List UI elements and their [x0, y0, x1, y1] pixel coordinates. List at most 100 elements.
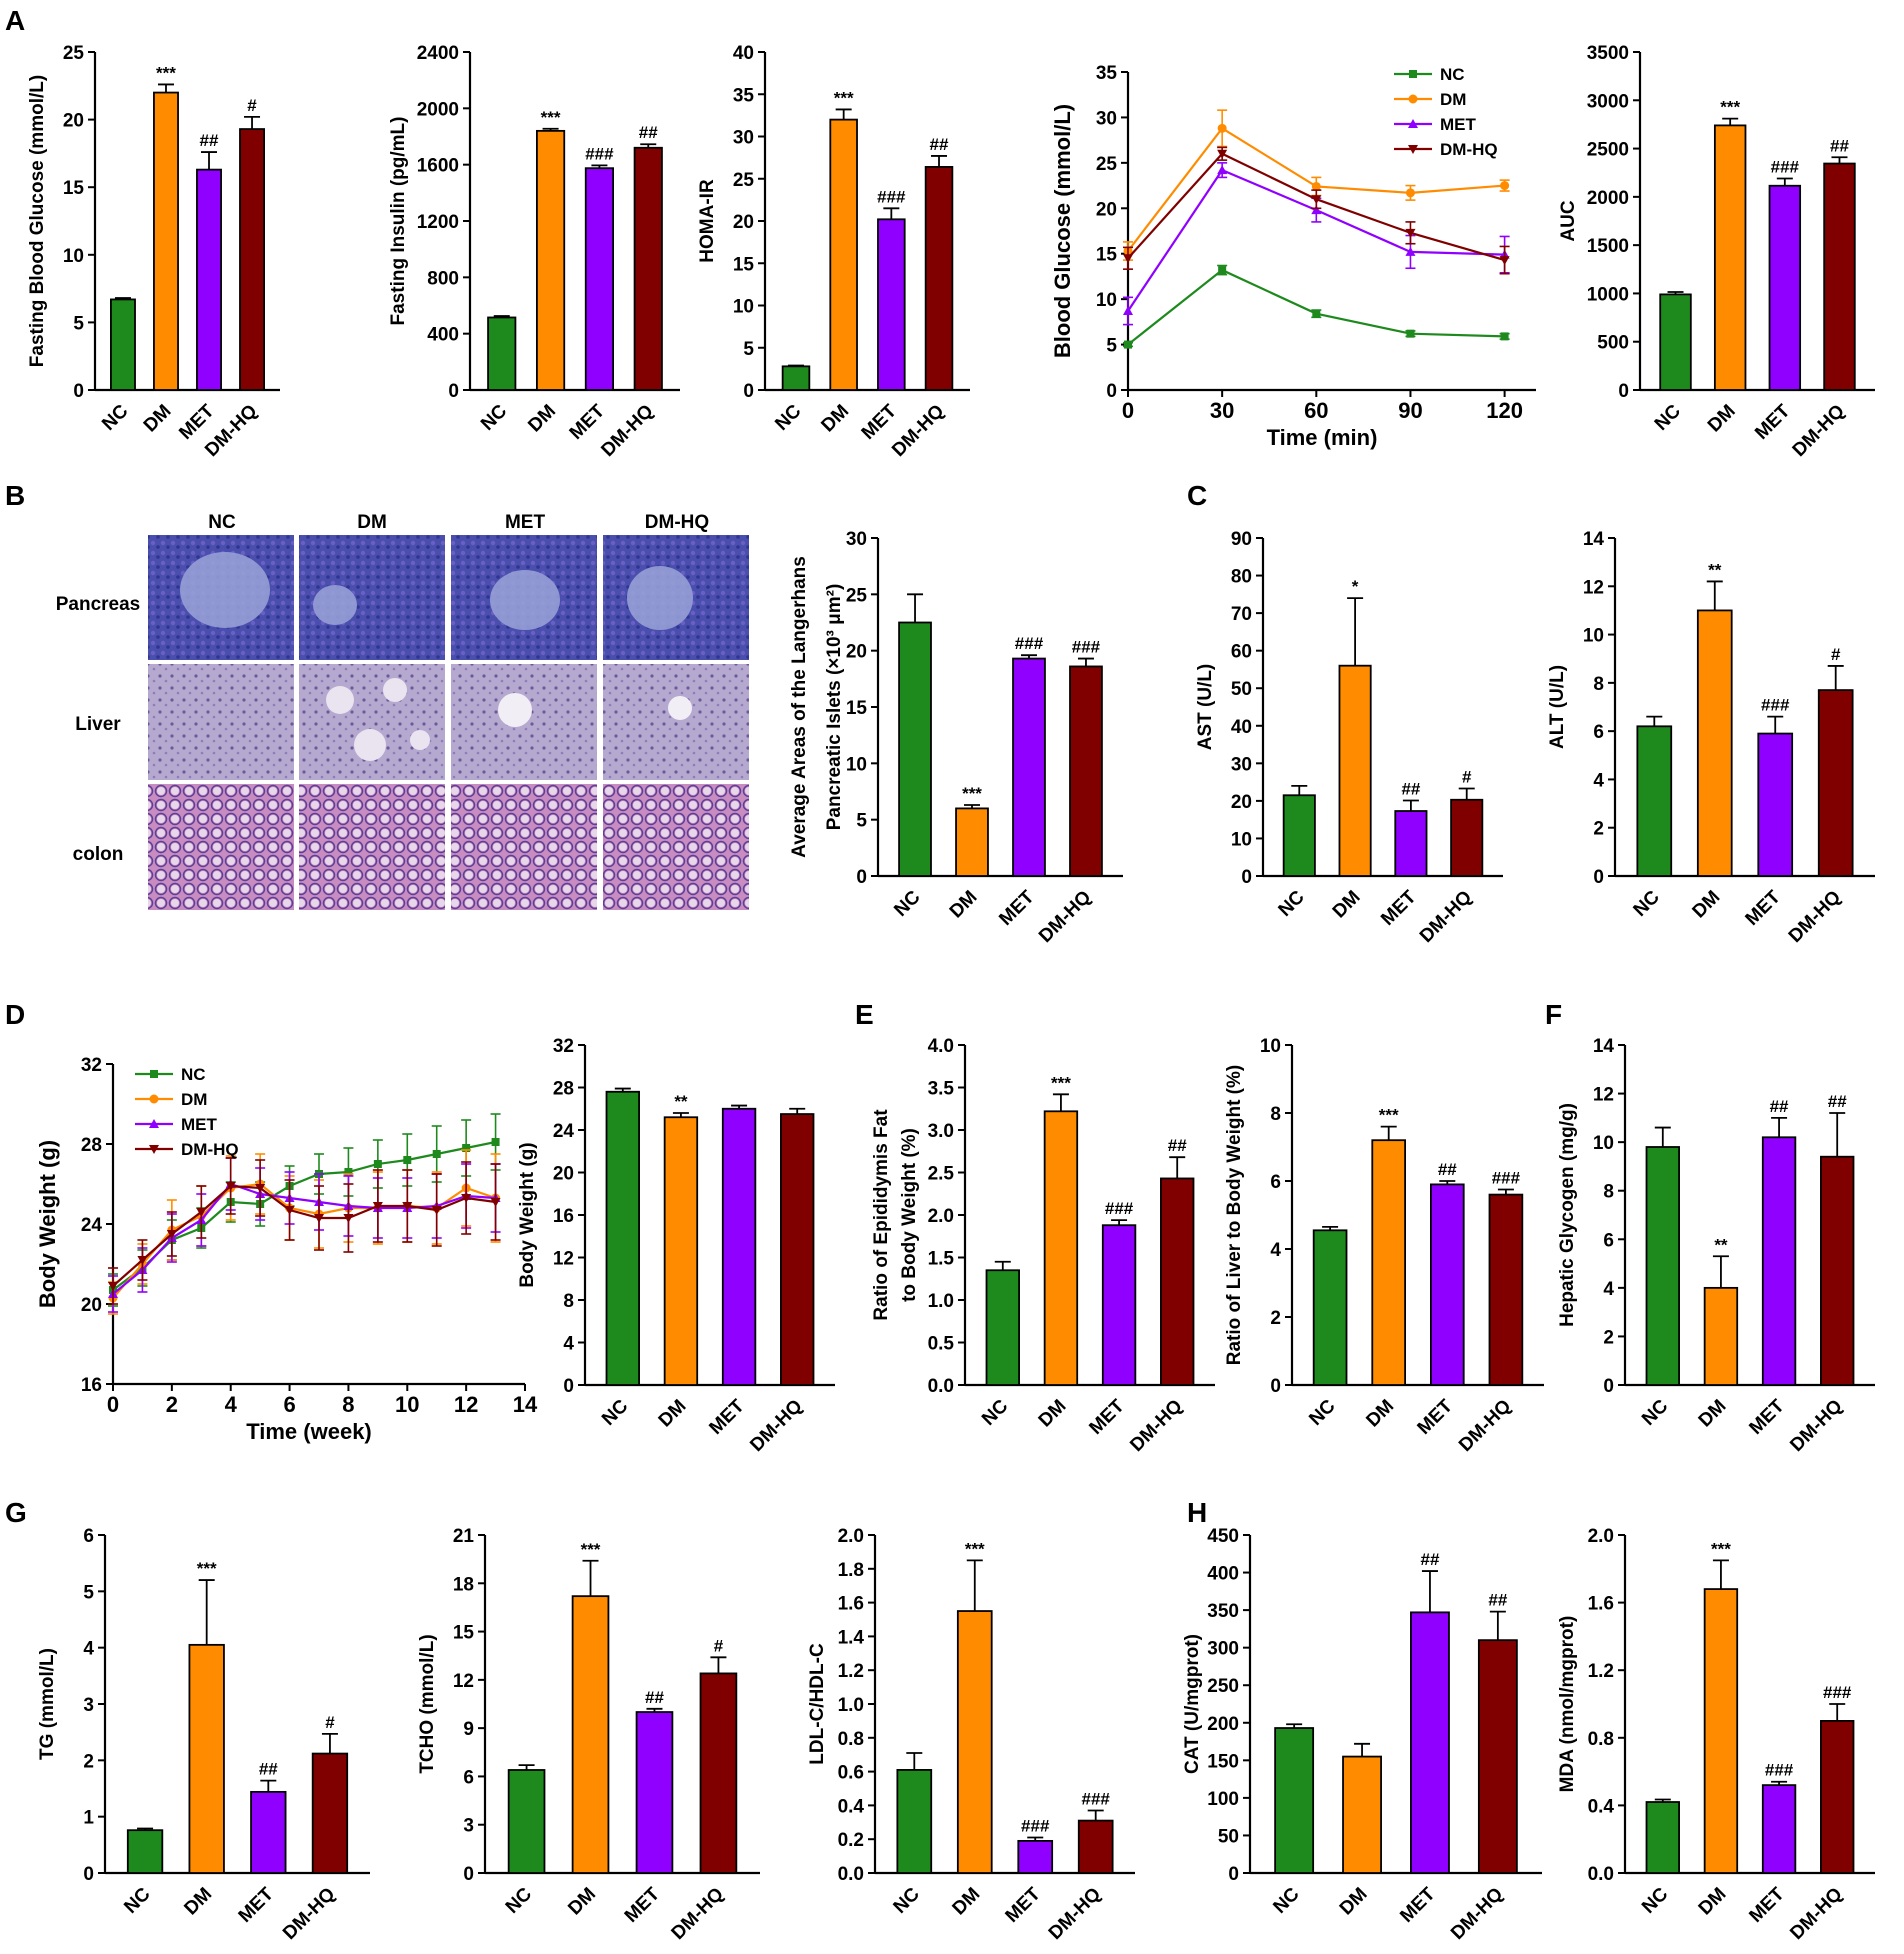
legend-marker — [1408, 94, 1418, 104]
x-tick-label: MET — [1396, 1883, 1439, 1926]
data-point — [1312, 309, 1321, 318]
x-tick-label: DM-HQ — [1126, 1396, 1186, 1456]
y-tick-label: 6 — [1593, 722, 1604, 743]
bar-nc — [110, 298, 136, 391]
islet-dm — [313, 585, 357, 625]
y-tick-label: 200 — [1207, 1714, 1239, 1735]
y-tick-label: 0.8 — [1588, 1729, 1614, 1750]
y-tick-label: 15 — [63, 178, 85, 199]
y-tick-label: 80 — [1231, 567, 1252, 588]
y-tick-label: 8 — [563, 1291, 574, 1312]
x-tick-label: 90 — [1398, 398, 1422, 423]
y-axis-label: Ratio of Liver to Body Weight (%) — [1224, 1065, 1245, 1365]
bar-met — [1394, 810, 1428, 877]
x-tick-label: MET — [1414, 1395, 1457, 1438]
y-tick-label: 10 — [1231, 829, 1252, 850]
chart-liverratio: 0 2 4 6 8 10 Ratio of Liver to Body Weight (%)… — [1224, 1036, 1544, 1456]
histology-col-nc: NC — [208, 512, 236, 533]
y-tick-label: 0 — [463, 1864, 474, 1885]
y-tick-label: 20 — [81, 1295, 102, 1316]
data-point — [1499, 256, 1510, 266]
chart-ast: 0 10 20 30 40 50 60 70 80 90 AST (U/L) NC * DM ## MET # D… — [1195, 529, 1503, 947]
chart-mda: 0.0 0.4 0.8 1.2 1.6 2.0 MDA (nmol/mgprot) NC ***… — [1557, 1526, 1875, 1944]
y-tick-label: 70 — [1231, 604, 1252, 625]
bar-dm — [1342, 1755, 1382, 1874]
significance-mark: *** — [156, 63, 176, 82]
x-tick-label: MET — [1377, 886, 1420, 929]
bar-dm — [1696, 609, 1733, 877]
islet-met — [490, 570, 560, 630]
legend-label: MET — [181, 1115, 218, 1134]
y-tick-label: 3.0 — [928, 1121, 954, 1142]
y-tick-label: 2.0 — [928, 1206, 954, 1227]
data-point — [1123, 254, 1133, 264]
y-tick-label: 60 — [1231, 642, 1252, 663]
y-tick-label: 16 — [553, 1206, 574, 1227]
legend-marker — [1408, 145, 1418, 154]
histology-liver-dmhq — [603, 664, 749, 780]
x-tick-label: NC — [890, 1883, 924, 1917]
y-tick-label: 9 — [463, 1719, 474, 1740]
legend-marker — [149, 1119, 159, 1128]
bar-nc — [781, 365, 811, 391]
histology-colon-dm — [299, 784, 445, 910]
x-tick-label: MET — [1751, 400, 1794, 443]
chart-ogtt: 0 5 10 15 20 25 30 35 Blood Glucose (mmol/L) 0 30 6… — [1050, 63, 1536, 450]
bar-dm-hq — [699, 1672, 738, 1874]
legend-marker — [1409, 70, 1417, 78]
y-tick-label: 15 — [846, 698, 868, 719]
data-point — [402, 1202, 413, 1211]
x-tick-label: NC — [98, 400, 132, 434]
y-tick-label: 350 — [1207, 1601, 1239, 1622]
bar-dm-hq — [1820, 1720, 1855, 1874]
data-point — [1405, 246, 1416, 256]
x-tick-label: DM — [949, 1884, 985, 1920]
panel-letter-d: D — [5, 999, 25, 1030]
data-point — [1500, 332, 1509, 341]
bar-nc — [1645, 1146, 1680, 1386]
y-tick-label: 30 — [846, 529, 867, 550]
bar-met — [635, 1711, 674, 1874]
x-tick-label: DM — [180, 1884, 216, 1920]
y-tick-label: 30 — [1231, 754, 1252, 775]
x-tick-label: DM-HQ — [597, 401, 657, 461]
y-tick-label: 4 — [83, 1639, 94, 1660]
bar-dm — [1703, 1588, 1739, 1874]
bar-met — [1757, 732, 1794, 877]
data-point — [1217, 123, 1227, 133]
bar-met — [250, 1790, 287, 1874]
x-tick-label: DM — [1689, 887, 1725, 923]
x-tick-label: DM-HQ — [1789, 401, 1849, 461]
bar-dm — [1703, 1286, 1739, 1386]
y-tick-label: 8 — [1270, 1104, 1281, 1125]
y-tick-label: 15 — [733, 254, 755, 275]
x-tick-label: DM-HQ — [1786, 1396, 1846, 1456]
bar-nc — [1645, 1801, 1680, 1874]
y-tick-label: 1.8 — [838, 1560, 864, 1581]
y-axis-label: Average Areas of the Langerhans — [789, 556, 810, 858]
y-tick-label: 100 — [1207, 1789, 1239, 1810]
x-tick-label: DM-HQ — [888, 401, 948, 461]
significance-mark: ## — [1168, 1136, 1187, 1155]
x-tick-label: DM-HQ — [1785, 887, 1845, 947]
panel-letter-b: B — [5, 480, 25, 511]
legend-label: DM-HQ — [1440, 140, 1498, 159]
significance-mark: ### — [877, 187, 906, 206]
x-tick-label: NC — [890, 886, 924, 920]
series-line-nc — [1127, 268, 1505, 346]
x-tick-label: DM-HQ — [1786, 1884, 1846, 1944]
y-axis-label-line2: to Body Weight (%) — [899, 1128, 920, 1302]
legend-label: DM — [1440, 90, 1466, 109]
y-tick-label: 500 — [1597, 333, 1629, 354]
y-axis-label: Hepatic Glycogen (mg/g) — [1557, 1103, 1578, 1327]
significance-mark: ## — [200, 131, 219, 150]
chart-tg: 0 1 2 3 4 5 6 TG (mmol/L) NC *** DM ## MET # DM-HQ — [37, 1526, 370, 1944]
significance-mark: ### — [1771, 158, 1800, 177]
y-tick-label: 5 — [1106, 336, 1117, 357]
y-tick-label: 6 — [463, 1767, 474, 1788]
significance-mark: *** — [962, 784, 982, 803]
y-tick-label: 6 — [83, 1526, 94, 1547]
significance-mark: ### — [1105, 1199, 1134, 1218]
chart-ldl: 0.0 0.2 0.4 0.6 0.8 1.0 1.2 1.4 1.6 1.8 2.0 LDL-C/H… — [807, 1526, 1135, 1944]
